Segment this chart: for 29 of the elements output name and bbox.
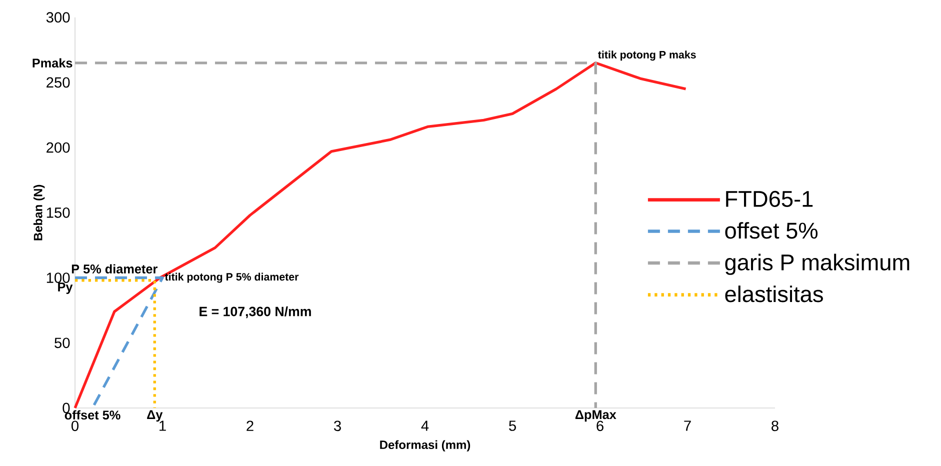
annotation: titik potong P maks xyxy=(598,50,696,61)
annotation: titik potong P 5% diameter xyxy=(164,272,299,283)
y-tick-label: 250 xyxy=(46,77,70,88)
y-tick-label: 100 xyxy=(46,272,70,283)
y-tick-label: 150 xyxy=(46,207,70,218)
x-tick-label: 3 xyxy=(334,420,341,432)
annotation: ΔpMax xyxy=(575,410,616,422)
y-tick-label: 200 xyxy=(46,142,70,153)
x-tick-label: 5 xyxy=(509,420,516,431)
legend-label: elastisitas xyxy=(725,286,823,302)
x-tick-label: 1 xyxy=(160,420,166,431)
annotation: Py xyxy=(58,282,73,294)
x-tick-label: 6 xyxy=(596,420,604,432)
annotation: E = 107,360 N/mm xyxy=(200,306,311,318)
legend-label: garis P maksimum xyxy=(725,254,910,275)
x-tick-label: 7 xyxy=(684,420,691,431)
y-tick-label: 300 xyxy=(46,12,70,23)
y-tick-label: 50 xyxy=(54,338,70,348)
x-tick-label: 4 xyxy=(421,420,429,431)
x-tick-label: 2 xyxy=(246,420,254,431)
legend-label: FTD65-1 xyxy=(726,190,813,207)
x-tick-label: 8 xyxy=(772,420,778,432)
x-axis-title: Deformasi (mm) xyxy=(380,440,470,452)
legend-label: offset 5% xyxy=(725,222,818,239)
annotation: Pmaks xyxy=(32,58,72,68)
x-tick-label: 0 xyxy=(72,420,79,432)
annotation: P 5% diameter xyxy=(72,264,158,274)
y-axis-title: Beban (N) xyxy=(33,184,45,240)
annotation: Δy xyxy=(147,410,163,422)
